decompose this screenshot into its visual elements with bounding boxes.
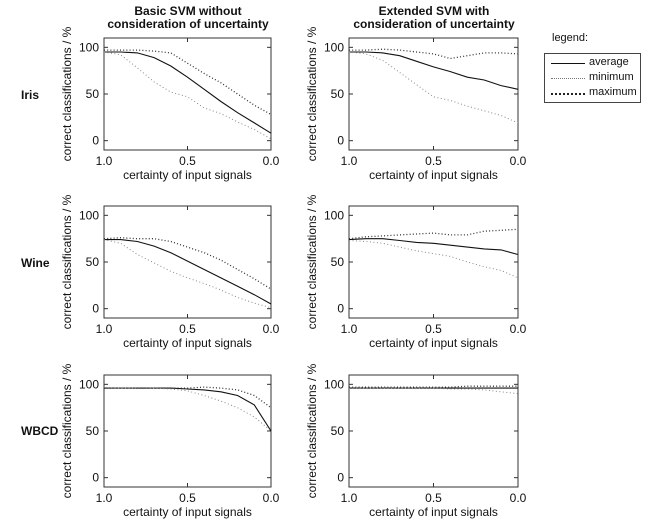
legend-entry-maximum: maximum xyxy=(549,86,639,101)
x-axis-label-wine-basic: certainty of input signals xyxy=(123,336,252,350)
axes-frame-iris-basic xyxy=(103,37,272,151)
series-minimum-wbcd-extended xyxy=(349,387,519,395)
axes-frame-iris-extended xyxy=(348,37,519,151)
legend-title: legend: xyxy=(552,32,589,44)
x-tick-label-wbcd-extended: 0.5 xyxy=(425,491,442,505)
y-axis-label-wbcd-extended: correct classifications / % xyxy=(305,363,319,498)
y-tick-label-iris-basic: 100 xyxy=(79,40,99,54)
legend-entry-minimum: minimum xyxy=(549,71,639,86)
y-tick-label-wbcd-basic: 100 xyxy=(79,377,99,391)
x-tick-label-iris-basic: 0.0 xyxy=(263,154,280,168)
y-tick-label-wbcd-basic: 50 xyxy=(86,424,100,438)
y-axis-label-wine-basic: correct classifications / % xyxy=(60,194,74,329)
y-tick-label-iris-extended: 50 xyxy=(331,87,345,101)
series-average-iris-extended xyxy=(349,51,519,90)
x-tick-label-wine-extended: 0.0 xyxy=(510,322,527,336)
x-axis-label-wbcd-extended: certainty of input signals xyxy=(369,505,498,519)
x-tick-label-iris-extended: 1.0 xyxy=(341,154,358,168)
y-tick-label-iris-extended: 100 xyxy=(324,40,344,54)
axes-frame-wine-extended xyxy=(348,205,519,319)
x-tick-label-wbcd-extended: 1.0 xyxy=(341,491,358,505)
x-tick-label-iris-extended: 0.5 xyxy=(425,154,442,168)
row-label-iris: Iris xyxy=(21,88,40,102)
x-axis-label-iris-extended: certainty of input signals xyxy=(369,168,498,182)
series-average-wine-basic xyxy=(104,239,272,305)
y-axis-label-iris-extended: correct classifications / % xyxy=(305,26,319,161)
y-tick-label-wine-basic: 50 xyxy=(86,255,100,269)
series-maximum-wbcd-basic xyxy=(104,386,272,409)
x-tick-label-wbcd-extended: 0.0 xyxy=(510,491,527,505)
series-maximum-wbcd-extended xyxy=(349,385,518,388)
y-tick-label-wbcd-basic: 0 xyxy=(92,471,99,485)
x-axis-label-iris-basic: certainty of input signals xyxy=(123,168,252,182)
series-minimum-wine-extended xyxy=(348,240,519,279)
series-maximum-iris-basic xyxy=(104,49,272,116)
axes-frame-wine-basic xyxy=(103,205,272,319)
y-tick-label-wine-basic: 100 xyxy=(79,208,99,222)
y-axis-label-wbcd-basic: correct classifications / % xyxy=(60,363,74,498)
legend-label-minimum: minimum xyxy=(589,71,634,83)
y-tick-label-wine-extended: 100 xyxy=(324,208,344,222)
x-tick-label-wine-basic: 0.0 xyxy=(263,322,280,336)
y-tick-label-iris-basic: 0 xyxy=(92,134,99,148)
y-tick-label-wbcd-extended: 50 xyxy=(331,424,345,438)
legend-swatch-average xyxy=(551,63,585,64)
y-tick-label-wine-basic: 0 xyxy=(92,302,99,316)
y-axis-label-wine-extended: correct classifications / % xyxy=(305,194,319,329)
x-tick-label-wbcd-basic: 1.0 xyxy=(96,491,113,505)
x-tick-label-wine-basic: 0.5 xyxy=(179,322,196,336)
y-tick-label-wine-extended: 0 xyxy=(337,302,344,316)
y-tick-label-iris-extended: 0 xyxy=(337,134,344,148)
series-average-wbcd-basic xyxy=(104,387,272,432)
legend: average minimum maximum xyxy=(544,53,641,103)
series-maximum-wine-extended xyxy=(348,228,519,240)
legend-label-maximum: maximum xyxy=(589,86,637,98)
axes-frame-wbcd-basic xyxy=(103,374,272,488)
y-tick-label-iris-basic: 50 xyxy=(86,87,100,101)
y-tick-label-wine-extended: 50 xyxy=(331,255,345,269)
x-axis-label-wine-extended: certainty of input signals xyxy=(369,336,498,350)
x-tick-label-wine-basic: 1.0 xyxy=(96,322,113,336)
legend-entry-average: average xyxy=(549,56,639,71)
y-tick-label-wbcd-extended: 0 xyxy=(337,471,344,485)
x-axis-label-wbcd-basic: certainty of input signals xyxy=(123,505,252,519)
x-tick-label-wine-extended: 1.0 xyxy=(341,322,358,336)
x-tick-label-iris-basic: 1.0 xyxy=(96,154,113,168)
y-tick-label-wbcd-extended: 100 xyxy=(324,377,344,391)
series-average-wine-extended xyxy=(348,238,519,256)
x-tick-label-wine-extended: 0.5 xyxy=(425,322,442,336)
row-label-wbcd: WBCD xyxy=(21,424,59,438)
axes-frame-wbcd-extended xyxy=(348,374,519,488)
legend-label-average: average xyxy=(589,56,629,68)
row-label-wine: Wine xyxy=(21,256,50,270)
x-tick-label-wbcd-basic: 0.0 xyxy=(263,491,280,505)
legend-swatch-maximum xyxy=(551,93,585,95)
x-tick-label-wbcd-basic: 0.5 xyxy=(179,491,196,505)
x-tick-label-iris-extended: 0.0 xyxy=(510,154,527,168)
x-tick-label-iris-basic: 0.5 xyxy=(179,154,196,168)
y-axis-label-iris-basic: correct classifications / % xyxy=(60,26,74,161)
column-title-basic: Basic SVM without consideration of uncer… xyxy=(107,4,269,31)
series-average-iris-basic xyxy=(104,51,272,134)
column-title-extended: Extended SVM with consideration of uncer… xyxy=(353,4,515,31)
legend-swatch-minimum xyxy=(551,78,585,79)
